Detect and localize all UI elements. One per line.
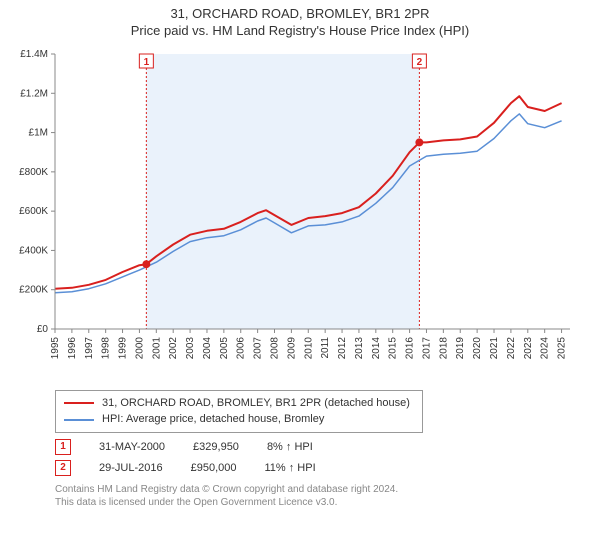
events-table: 1 31-MAY-2000 £329,950 8% ↑ HPI 2 29-JUL…	[55, 437, 588, 479]
svg-text:2007: 2007	[253, 336, 264, 359]
svg-text:2010: 2010	[303, 336, 314, 359]
event-delta: 8% ↑ HPI	[267, 437, 313, 458]
legend-label: 31, ORCHARD ROAD, BROMLEY, BR1 2PR (deta…	[102, 395, 410, 412]
svg-text:2012: 2012	[337, 336, 348, 359]
event-row: 2 29-JUL-2016 £950,000 11% ↑ HPI	[55, 458, 588, 479]
svg-text:£1.2M: £1.2M	[20, 88, 48, 99]
svg-text:2020: 2020	[472, 336, 483, 359]
svg-text:£800K: £800K	[19, 167, 48, 178]
legend-item: HPI: Average price, detached house, Brom…	[64, 411, 414, 428]
svg-text:2006: 2006	[236, 336, 247, 359]
svg-text:2000: 2000	[134, 336, 145, 359]
svg-text:£600K: £600K	[19, 206, 48, 217]
svg-text:2025: 2025	[557, 336, 568, 359]
svg-text:2004: 2004	[202, 336, 213, 359]
svg-text:2024: 2024	[540, 336, 551, 359]
svg-text:2002: 2002	[168, 336, 179, 359]
footer-line: Contains HM Land Registry data © Crown c…	[55, 483, 588, 496]
svg-text:£1.4M: £1.4M	[20, 49, 48, 60]
title-subtitle: Price paid vs. HM Land Registry's House …	[0, 23, 600, 40]
title-address: 31, ORCHARD ROAD, BROMLEY, BR1 2PR	[0, 6, 600, 23]
legend-label: HPI: Average price, detached house, Brom…	[102, 411, 324, 428]
svg-text:£400K: £400K	[19, 245, 48, 256]
svg-text:1998: 1998	[101, 336, 112, 359]
svg-text:1999: 1999	[118, 336, 129, 359]
svg-text:1995: 1995	[50, 336, 61, 359]
chart-titles: 31, ORCHARD ROAD, BROMLEY, BR1 2PR Price…	[0, 0, 600, 44]
footer-attribution: Contains HM Land Registry data © Crown c…	[55, 483, 588, 509]
svg-text:2013: 2013	[354, 336, 365, 359]
svg-text:2016: 2016	[405, 336, 416, 359]
svg-text:2011: 2011	[320, 336, 331, 358]
footer-line: This data is licensed under the Open Gov…	[55, 496, 588, 509]
svg-text:1997: 1997	[84, 336, 95, 359]
svg-text:1: 1	[144, 57, 150, 68]
event-marker-badge: 2	[55, 460, 71, 476]
event-row: 1 31-MAY-2000 £329,950 8% ↑ HPI	[55, 437, 588, 458]
legend-swatch	[64, 402, 94, 404]
svg-text:2001: 2001	[151, 336, 162, 359]
event-price: £329,950	[193, 437, 239, 458]
svg-text:1996: 1996	[67, 336, 78, 359]
svg-text:2: 2	[417, 57, 423, 68]
event-price: £950,000	[191, 458, 237, 479]
svg-text:2014: 2014	[371, 336, 382, 359]
legend: 31, ORCHARD ROAD, BROMLEY, BR1 2PR (deta…	[55, 390, 423, 433]
svg-text:2005: 2005	[219, 336, 230, 359]
svg-text:£1M: £1M	[29, 127, 48, 138]
svg-text:2021: 2021	[489, 336, 500, 359]
event-date: 31-MAY-2000	[99, 437, 165, 458]
legend-swatch	[64, 419, 94, 421]
svg-text:2015: 2015	[388, 336, 399, 359]
svg-text:2019: 2019	[455, 336, 466, 359]
event-date: 29-JUL-2016	[99, 458, 163, 479]
price-chart-container: { "title_line1": "31, ORCHARD ROAD, BROM…	[0, 0, 600, 560]
event-delta: 11% ↑ HPI	[264, 458, 315, 479]
legend-item: 31, ORCHARD ROAD, BROMLEY, BR1 2PR (deta…	[64, 395, 414, 412]
svg-text:£200K: £200K	[19, 284, 48, 295]
svg-text:2003: 2003	[185, 336, 196, 359]
svg-text:2022: 2022	[506, 336, 517, 359]
svg-text:2008: 2008	[270, 336, 281, 359]
svg-text:2009: 2009	[286, 336, 297, 359]
svg-text:2017: 2017	[421, 336, 432, 359]
svg-text:2018: 2018	[438, 336, 449, 359]
svg-text:2023: 2023	[523, 336, 534, 359]
svg-text:£0: £0	[37, 324, 49, 335]
event-marker-badge: 1	[55, 439, 71, 455]
price-line-chart: £0 £200K £400K £600K £800K £1M £1.2M £1.4M 1995 1…	[0, 44, 580, 384]
